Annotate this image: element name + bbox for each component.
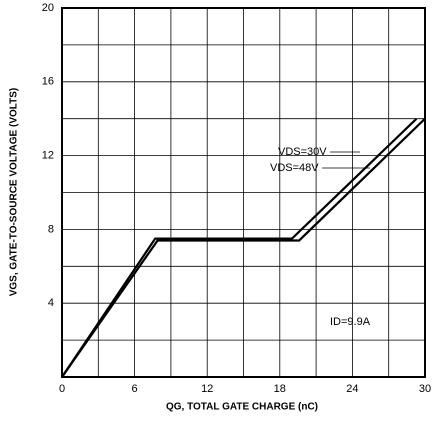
- line: [61, 117, 426, 378]
- series-label: VDS=48V: [270, 162, 319, 174]
- plot-frame: [61, 7, 426, 378]
- y-axis-label: VGS, GATE-TO-SOURCE VOLTAGE (VOLTS): [9, 88, 20, 297]
- series-label: VDS=30V: [278, 146, 327, 158]
- x-tick-label: 18: [274, 383, 286, 395]
- annotation: ID=9.9A: [330, 316, 371, 328]
- x-axis-label: QG, TOTAL GATE CHARGE (nC): [166, 402, 318, 413]
- y-tick-label: 4: [48, 297, 54, 309]
- x-tick-label: 30: [419, 383, 431, 395]
- x-tick-label: 0: [59, 383, 65, 395]
- y-tick-label: 20: [42, 2, 54, 14]
- y-tick-label: 16: [42, 76, 54, 88]
- x-tick-label: 12: [201, 383, 213, 395]
- y-tick-label: 8: [48, 223, 54, 235]
- y-tick-label: 12: [42, 150, 54, 162]
- x-tick-label: 6: [132, 383, 138, 395]
- x-tick-label: 24: [346, 383, 358, 395]
- line: [61, 117, 418, 378]
